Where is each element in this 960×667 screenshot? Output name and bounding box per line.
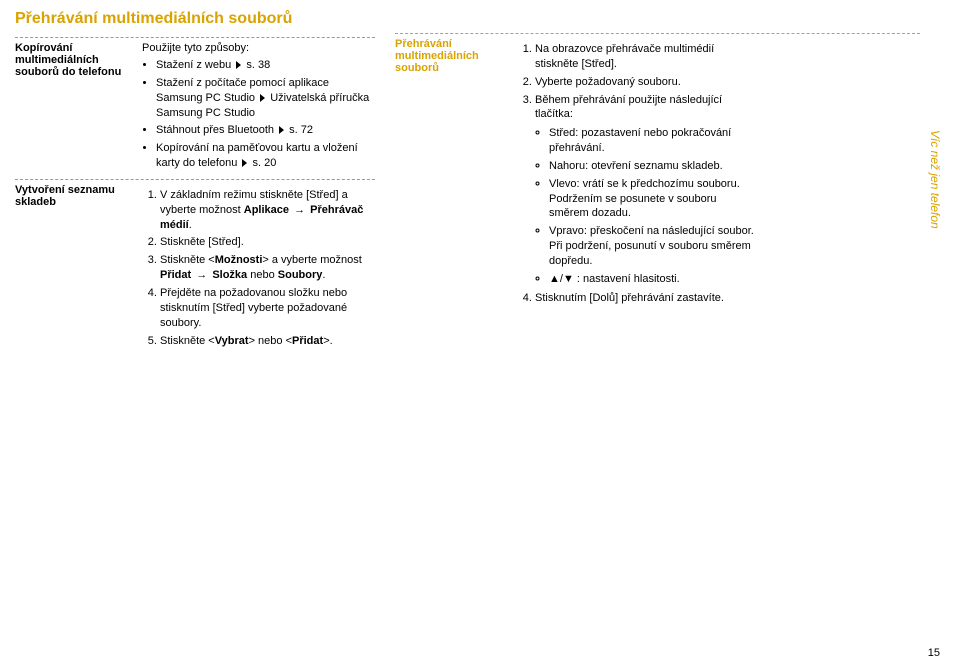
section-body: V základním režimu stiskněte [Střed] a v…	[142, 184, 372, 352]
section-copy: Kopírování multimediálních souborů do te…	[15, 42, 375, 175]
list-item: V základním režimu stiskněte [Střed] a v…	[160, 188, 372, 233]
numbered-list: Na obrazovce přehrávače multimédií stisk…	[517, 42, 757, 306]
text: nebo	[247, 269, 278, 281]
right-block: Přehrávání multimediálních souborů Na ob…	[395, 33, 920, 352]
down-icon: ▼	[563, 273, 574, 285]
list-item: Přejděte na požadovanou složku nebo stis…	[160, 286, 372, 331]
divider	[15, 179, 375, 180]
text: > a vyberte možnost	[262, 254, 361, 266]
page-ref: s. 72	[289, 124, 313, 136]
list-item: Vpravo: přeskočení na následující soubor…	[549, 224, 757, 269]
page-title: Přehrávání multimediálních souborů	[15, 10, 920, 28]
list-item: Stiskněte <Vybrat> nebo <Přidat>.	[160, 334, 372, 349]
list-item: Během přehrávání použijte následující tl…	[535, 93, 757, 287]
menu-item: Aplikace	[244, 204, 289, 216]
arrow-right-icon: →	[294, 203, 305, 218]
page-number: 15	[928, 647, 940, 659]
page-ref: s. 38	[246, 59, 270, 71]
text: > nebo <	[249, 335, 292, 347]
softkey: Možnosti	[215, 254, 263, 266]
arrow-right-icon	[236, 61, 241, 69]
intro-text: Použijte tyto způsoby:	[142, 42, 372, 54]
menu-item: Soubory	[278, 269, 323, 281]
list-item: Kopírování na paměťovou kartu a vložení …	[156, 141, 372, 171]
arrow-right-icon	[260, 94, 265, 102]
left-block: Kopírování multimediálních souborů do te…	[15, 33, 375, 352]
list-item: Stisknutím [Dolů] přehrávání zastavíte.	[535, 291, 757, 306]
list-item: Stiskněte [Střed].	[160, 235, 372, 250]
columns: Kopírování multimediálních souborů do te…	[15, 33, 920, 352]
text: Stiskněte <	[160, 335, 215, 347]
list-item: Stáhnout přes Bluetooth s. 72	[156, 123, 372, 138]
list-item: Stažení z webu s. 38	[156, 58, 372, 73]
text: Během přehrávání použijte následující tl…	[535, 94, 722, 121]
section-body: Na obrazovce přehrávače multimédií stisk…	[517, 38, 757, 310]
list-item: ▲/▼ : nastavení hlasitosti.	[549, 272, 757, 287]
section-label: Vytvoření seznamu skladeb	[15, 184, 130, 352]
list-item: Vyberte požadovaný souboru.	[535, 75, 757, 90]
bullet-list: Střed: pozastavení nebo pokračování přeh…	[535, 126, 757, 286]
list-item: Střed: pozastavení nebo pokračování přeh…	[549, 126, 757, 156]
page-ref: s. 20	[252, 157, 276, 169]
section-label: Přehrávání multimediálních souborů	[395, 38, 505, 310]
softkey: Vybrat	[215, 335, 249, 347]
section-label: Kopírování multimediálních souborů do te…	[15, 42, 130, 175]
list-item: Nahoru: otevření seznamu skladeb.	[549, 159, 757, 174]
text: Stažení z webu	[156, 59, 231, 71]
up-icon: ▲	[549, 273, 560, 285]
section-playlist: Vytvoření seznamu skladeb V základním re…	[15, 184, 375, 352]
section-body: Použijte tyto způsoby: Stažení z webu s.…	[142, 42, 372, 175]
arrow-right-icon: →	[196, 268, 207, 283]
side-tab: Víc než jen telefon	[928, 130, 942, 229]
arrow-right-icon	[279, 126, 284, 134]
list-item: Stažení z počítače pomocí aplikace Samsu…	[156, 76, 372, 121]
list-item: Na obrazovce přehrávače multimédií stisk…	[535, 42, 757, 72]
arrow-right-icon	[242, 159, 247, 167]
page: Přehrávání multimediálních souborů Kopír…	[0, 0, 960, 667]
numbered-list: V základním režimu stiskněte [Střed] a v…	[142, 188, 372, 348]
divider	[395, 33, 920, 34]
section-playback: Přehrávání multimediálních souborů Na ob…	[395, 38, 920, 310]
list-item: Stiskněte <Možnosti> a vyberte možnost P…	[160, 253, 372, 283]
text: >.	[323, 335, 332, 347]
bullet-list: Stažení z webu s. 38 Stažení z počítače …	[142, 58, 372, 171]
softkey: Přidat	[292, 335, 323, 347]
list-item: Vlevo: vrátí se k předchozímu souboru. P…	[549, 177, 757, 222]
text: Stáhnout přes Bluetooth	[156, 124, 274, 136]
text: : nastavení hlasitosti.	[577, 273, 680, 285]
text: Stiskněte <	[160, 254, 215, 266]
divider	[15, 37, 375, 38]
menu-item: Přidat	[160, 269, 191, 281]
menu-item: Složka	[212, 269, 247, 281]
